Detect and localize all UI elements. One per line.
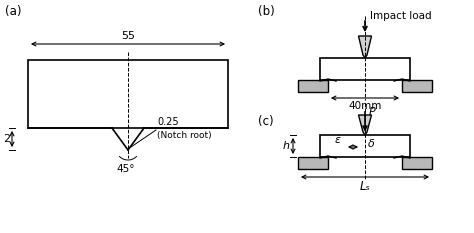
Text: 45°: 45°: [117, 164, 135, 174]
Bar: [320, 58, 410, 80]
Text: (c): (c): [258, 115, 273, 128]
Bar: [402, 157, 432, 169]
Text: Lₛ: Lₛ: [360, 180, 371, 193]
Text: h: h: [283, 141, 290, 151]
Text: 0.25: 0.25: [157, 117, 179, 127]
Polygon shape: [358, 115, 372, 135]
Text: δ: δ: [368, 139, 375, 149]
Text: (a): (a): [5, 5, 21, 18]
Text: 2: 2: [3, 134, 10, 144]
Text: (Notch root): (Notch root): [157, 131, 211, 140]
Bar: [298, 157, 328, 169]
Text: 55: 55: [121, 31, 135, 41]
Text: P: P: [369, 107, 376, 117]
Text: Impact load: Impact load: [370, 11, 432, 21]
Text: 40mm: 40mm: [348, 101, 382, 111]
Text: ε̇: ε̇: [335, 135, 341, 145]
Bar: [298, 80, 328, 92]
Bar: [320, 135, 410, 157]
Bar: [402, 80, 432, 92]
Text: (b): (b): [258, 5, 275, 18]
Bar: [28, 60, 228, 128]
Polygon shape: [358, 36, 372, 58]
